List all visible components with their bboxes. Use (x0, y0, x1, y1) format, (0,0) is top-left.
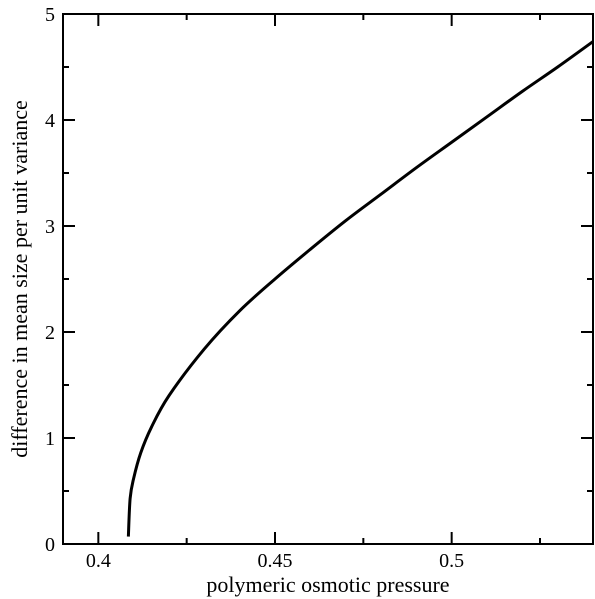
y-tick-label: 3 (45, 216, 55, 238)
y-tick-label: 0 (45, 534, 55, 556)
y-tick-label: 2 (45, 322, 55, 344)
y-axis-label: difference in mean size per unit varianc… (7, 100, 32, 458)
y-tick-label: 5 (45, 4, 55, 26)
x-tick-label: 0.45 (258, 550, 293, 572)
x-tick-label: 0.5 (439, 550, 464, 572)
x-axis-label: polymeric osmotic pressure (206, 572, 449, 597)
plot-area-frame (62, 13, 594, 545)
y-tick-label: 4 (45, 110, 55, 132)
x-tick-label: 0.4 (86, 550, 111, 572)
series-line-0 (126, 40, 594, 537)
y-tick-label: 1 (45, 428, 55, 450)
